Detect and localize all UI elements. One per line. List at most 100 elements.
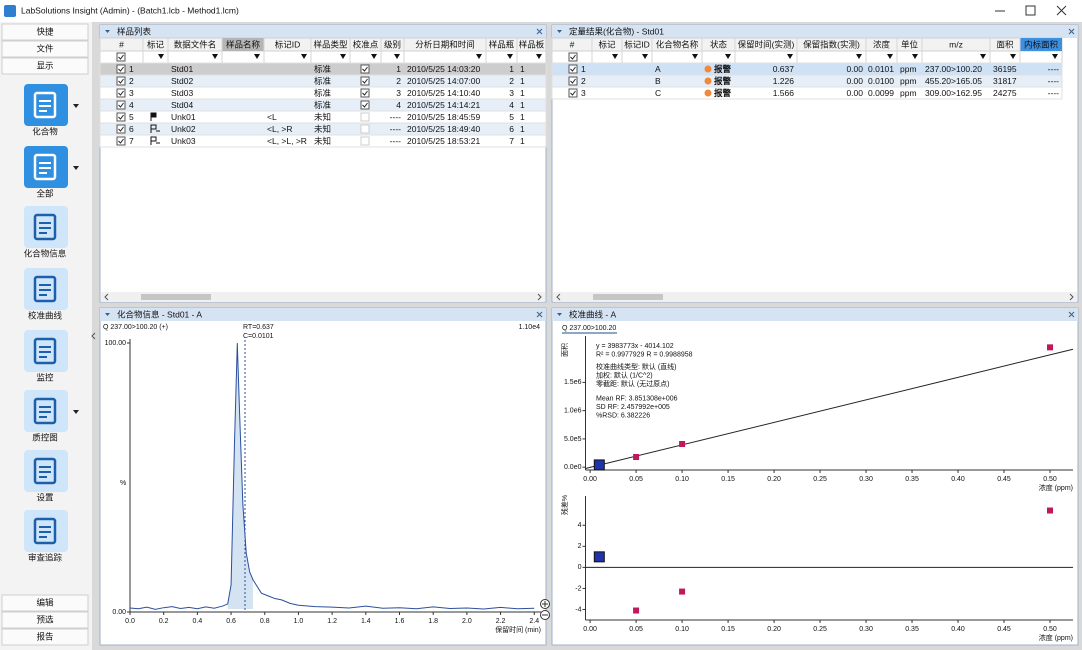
column-header[interactable]: 标记ID xyxy=(624,39,650,49)
column-header[interactable]: 单位 xyxy=(901,39,919,49)
sidebar-button-label[interactable]: 快捷 xyxy=(36,26,54,36)
tool-label[interactable]: 化合物 xyxy=(32,126,58,136)
table-cell[interactable]: 0.0101 xyxy=(868,64,894,74)
table-cell[interactable]: 1 xyxy=(520,100,525,110)
table-cell[interactable]: ppm xyxy=(900,64,917,74)
table-cell[interactable]: ---- xyxy=(1048,64,1059,74)
table-cell[interactable]: A xyxy=(655,64,661,74)
table-cell[interactable]: <L, >L, >R xyxy=(267,136,307,146)
tool-label[interactable]: 质控图 xyxy=(32,432,58,442)
checkbox[interactable] xyxy=(361,77,369,85)
panel-title[interactable]: 化合物信息 - Std01 - A xyxy=(117,309,202,319)
table-cell[interactable]: 0.0100 xyxy=(868,76,894,86)
table-cell[interactable]: Std02 xyxy=(171,76,193,86)
tool-label[interactable]: 设置 xyxy=(36,492,54,502)
data-point[interactable] xyxy=(679,589,685,595)
scroll-thumb[interactable] xyxy=(593,294,663,300)
table-cell[interactable]: <L xyxy=(267,112,277,122)
tool-label[interactable]: 审查追踪 xyxy=(28,552,63,562)
table-cell[interactable]: <L, >R xyxy=(267,124,293,134)
sidebar-button-label[interactable]: 文件 xyxy=(36,43,54,53)
data-point[interactable] xyxy=(594,552,604,562)
table-cell[interactable]: ---- xyxy=(1048,88,1059,98)
table-cell[interactable]: 1.226 xyxy=(773,76,795,86)
table-cell[interactable]: B xyxy=(655,76,661,86)
checkbox[interactable] xyxy=(361,65,369,73)
table-cell[interactable]: C xyxy=(655,88,661,98)
table-cell[interactable]: 2010/5/25 14:14:21 xyxy=(407,100,481,110)
column-header[interactable]: 级别 xyxy=(384,39,401,49)
checkbox[interactable] xyxy=(117,101,125,109)
table-cell[interactable]: 1 xyxy=(520,124,525,134)
table-cell[interactable]: 24275 xyxy=(993,88,1017,98)
data-point[interactable] xyxy=(1047,508,1053,514)
table-cell[interactable]: 1 xyxy=(520,112,525,122)
table-cell[interactable]: 1 xyxy=(520,88,525,98)
table-cell[interactable]: 0.637 xyxy=(773,64,795,74)
checkbox[interactable] xyxy=(117,53,125,61)
table-cell[interactable]: 1.566 xyxy=(773,88,795,98)
table-cell[interactable]: 2 xyxy=(509,76,514,86)
checkbox[interactable] xyxy=(569,89,577,97)
column-header[interactable]: # xyxy=(570,39,575,49)
table-cell[interactable]: 0.00 xyxy=(846,76,863,86)
table-cell[interactable]: 6 xyxy=(509,124,514,134)
column-header[interactable]: 浓度 xyxy=(873,39,891,49)
table-cell[interactable]: 1 xyxy=(520,136,525,146)
table-cell[interactable]: 2010/5/25 14:10:40 xyxy=(407,88,481,98)
table-row[interactable] xyxy=(552,87,1062,99)
column-header[interactable]: # xyxy=(119,39,124,49)
panel-title[interactable]: 校准曲线 - A xyxy=(569,309,617,319)
checkbox[interactable] xyxy=(117,137,125,145)
column-header[interactable]: m/z xyxy=(949,39,963,49)
table-cell[interactable]: 31817 xyxy=(993,76,1017,86)
table-cell[interactable]: 标准 xyxy=(314,100,332,110)
column-header[interactable]: 标记 xyxy=(598,39,616,49)
table-cell[interactable]: 2010/5/25 18:53:21 xyxy=(407,136,481,146)
table-cell[interactable]: 2 xyxy=(396,76,401,86)
sidebar-button-label[interactable]: 报告 xyxy=(36,631,53,641)
table-cell[interactable]: 1 xyxy=(520,76,525,86)
column-header[interactable]: 保留时间(实测) xyxy=(738,39,795,49)
table-cell[interactable]: ---- xyxy=(390,136,401,146)
table-cell[interactable]: 3 xyxy=(396,88,401,98)
column-header[interactable]: 数据文件名 xyxy=(174,39,217,49)
table-cell[interactable]: 0.00 xyxy=(846,64,863,74)
table-cell[interactable]: 4 xyxy=(396,100,401,110)
table-cell[interactable]: 3 xyxy=(509,88,514,98)
table-cell[interactable]: 2010/5/25 14:03:20 xyxy=(407,64,481,74)
table-cell[interactable]: 237.00>100.20 xyxy=(925,64,982,74)
table-cell[interactable]: ---- xyxy=(390,112,401,122)
scroll-thumb[interactable] xyxy=(141,294,211,300)
table-cell[interactable]: Std01 xyxy=(171,64,193,74)
data-point[interactable] xyxy=(633,454,639,460)
tool-label[interactable]: 校准曲线 xyxy=(28,310,63,320)
data-point[interactable] xyxy=(594,460,604,470)
table-cell[interactable]: 标准 xyxy=(314,64,332,74)
sidebar-button-label[interactable]: 编辑 xyxy=(36,597,54,607)
column-header[interactable]: 样品板 xyxy=(519,39,545,49)
table-cell[interactable]: 标准 xyxy=(314,76,332,86)
table-cell[interactable]: 455.20>165.05 xyxy=(925,76,982,86)
column-header[interactable]: 标记 xyxy=(147,39,165,49)
column-header[interactable]: 保留指数(实测) xyxy=(803,39,860,49)
column-header[interactable]: 样品类型 xyxy=(313,39,348,49)
table-row[interactable] xyxy=(552,75,1062,87)
table-cell[interactable]: Std04 xyxy=(171,100,193,110)
column-header[interactable]: 状态 xyxy=(710,39,728,49)
data-point[interactable] xyxy=(633,608,639,614)
column-header[interactable]: 样品名称 xyxy=(226,39,261,49)
table-cell[interactable]: ppm xyxy=(900,76,917,86)
data-point[interactable] xyxy=(679,441,685,447)
checkbox[interactable] xyxy=(361,137,369,145)
sidebar-button-label[interactable]: 显示 xyxy=(36,60,53,70)
table-cell[interactable]: 0.00 xyxy=(846,88,863,98)
table-row[interactable] xyxy=(552,63,1062,75)
checkbox[interactable] xyxy=(361,113,369,121)
panel-title[interactable]: 定量结果(化合物) - Std01 xyxy=(569,26,664,36)
table-cell[interactable]: 7 xyxy=(509,136,514,146)
column-header[interactable]: 面积 xyxy=(996,39,1014,49)
checkbox[interactable] xyxy=(569,77,577,85)
table-cell[interactable]: 2010/5/25 14:07:00 xyxy=(407,76,481,86)
table-cell[interactable]: 1 xyxy=(520,64,525,74)
